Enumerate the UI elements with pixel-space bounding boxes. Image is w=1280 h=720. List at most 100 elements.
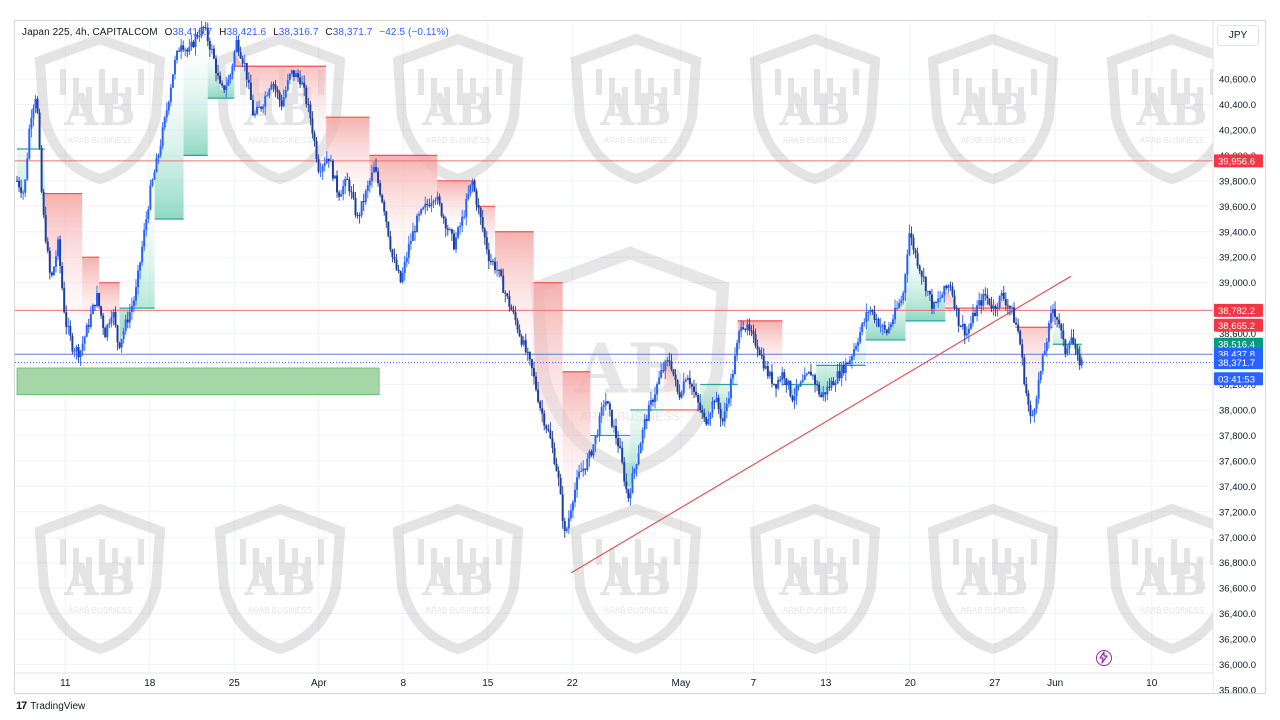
candle-body (253, 113, 256, 116)
watermark-letters: AB (63, 85, 135, 136)
candle-body (754, 334, 757, 346)
candle-body (344, 179, 347, 187)
candle-body (40, 147, 43, 192)
candle-body (416, 215, 419, 233)
candle-body (963, 323, 966, 336)
candle-body (387, 221, 390, 237)
candle-body (842, 364, 845, 373)
candle-body (83, 336, 86, 344)
candle-body (297, 73, 300, 78)
watermark-letters: AB (1135, 85, 1207, 136)
candle-body (1052, 309, 1055, 314)
price-label-box (1214, 154, 1263, 168)
candle-body (278, 92, 281, 101)
watermark-text: ARAB BUSINESS (68, 606, 132, 615)
candle-body (36, 98, 39, 113)
candle-body (407, 243, 410, 258)
candle-body (875, 318, 878, 321)
candle-body (826, 386, 829, 395)
shield-candle (1158, 87, 1164, 113)
shield-candle (431, 78, 437, 114)
candle-body (389, 236, 392, 250)
candle-body (483, 228, 486, 238)
shield-candle (622, 87, 628, 113)
candle-body (770, 371, 773, 384)
candle-body (409, 240, 412, 244)
candle-body (906, 254, 909, 275)
candle-body (471, 181, 474, 185)
candle-body (928, 290, 931, 295)
candle-body (643, 419, 646, 430)
candle-body (510, 306, 513, 311)
open-value: 38,416.7 (172, 27, 213, 38)
watermark-letters: AB (243, 555, 315, 606)
candle-body (132, 300, 135, 307)
candle-body (971, 312, 974, 324)
x-tick-label: 27 (989, 678, 1001, 689)
candle-body (809, 371, 812, 376)
shield-outline (392, 33, 524, 185)
candle-body (424, 203, 427, 208)
candle-body (173, 59, 176, 75)
candle-body (578, 471, 581, 478)
candle-body (204, 27, 207, 29)
shield-candle (1171, 69, 1177, 105)
shield-outline (392, 503, 524, 655)
shield-candle (418, 69, 424, 95)
candle-body (933, 302, 936, 309)
candle-body (352, 192, 355, 198)
supertrend-fill (154, 45, 184, 220)
shield-candle (60, 69, 66, 95)
candle-body (301, 82, 304, 85)
shield-candle (609, 548, 615, 584)
candle-body (532, 368, 535, 377)
price-label-box (1214, 318, 1263, 332)
candle-body (571, 502, 574, 511)
candle-body (110, 317, 113, 324)
candle-body (467, 193, 470, 199)
candle-body (902, 293, 905, 301)
candle-body (397, 269, 400, 272)
candle-body (1054, 309, 1057, 318)
candle-body (553, 447, 556, 465)
candle-body (998, 295, 1001, 308)
shield-candle (853, 539, 859, 565)
shield-outline (749, 503, 881, 655)
candle-body (171, 74, 174, 88)
shield-candle (99, 539, 105, 575)
candle-body (1037, 380, 1040, 399)
candle-body (102, 315, 105, 328)
tradingview-brand[interactable]: 17 TradingView (16, 700, 85, 712)
tradingview-name: TradingView (30, 700, 86, 712)
candle-body (699, 402, 702, 411)
candle-body (518, 329, 521, 336)
candle-body (654, 394, 657, 402)
lightning-icon[interactable] (1096, 650, 1112, 666)
candle-body (327, 158, 330, 162)
candle-body (413, 231, 416, 233)
candle-body (924, 277, 927, 292)
chart-frame[interactable]: AB ARAB BUSINESS AB ARAB BUSINESS AB ARAB BUS… (14, 20, 1266, 694)
trendline (570, 275, 1072, 574)
candle-body (969, 323, 972, 329)
candle-body (393, 257, 396, 260)
candle-body (487, 249, 490, 262)
candle-body (588, 451, 591, 459)
candle-body (549, 430, 552, 439)
candle-body (243, 62, 246, 64)
shield-candle (622, 557, 628, 583)
candle-body (551, 438, 554, 448)
candle-body (959, 325, 962, 327)
candle-body (208, 41, 211, 50)
currency-button[interactable]: JPY (1217, 25, 1259, 46)
candle-body (898, 303, 901, 308)
candle-body (697, 395, 700, 403)
candle-body (91, 304, 94, 315)
candle-body (1056, 317, 1059, 320)
candle-body (520, 335, 523, 345)
candle-body (820, 394, 823, 398)
watermark-text: ARAB BUSINESS (783, 136, 847, 145)
